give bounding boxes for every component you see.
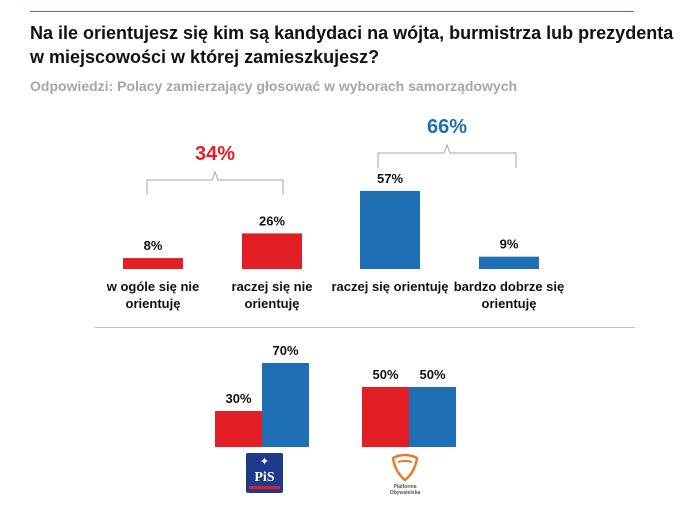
bar-2 [242,233,302,269]
po-logo-line-2: Obywatelska [389,490,421,496]
party-1-bar-1 [215,411,262,447]
bar-4 [479,256,539,269]
po-emblem-icon [391,453,419,482]
platforma-obywatelska-logo: Platforma Obywatelska [385,450,425,498]
category-label-2-line-1: raczej się nie [232,279,313,294]
po-logo-line-1: Platforma [393,484,417,490]
bar-value-label-2: 26% [259,213,285,228]
bar-1 [123,258,183,269]
category-label-1-line-1: w ogóle się nie [106,279,199,294]
pis-logo-text: PiS [254,470,275,485]
party-1-bar-1-label: 30% [225,391,251,406]
bar-value-label-4: 9% [500,237,519,252]
category-label-4-line-2: orientuję [482,296,537,311]
party-2-bar-1 [362,387,409,447]
group-total-label-1: 34% [195,143,235,165]
category-label-4-line-1: bardzo dobrze się [454,279,565,294]
bar-3 [360,190,420,269]
category-label-2-line-2: orientuję [245,296,300,311]
party-2-bar-1-label: 50% [372,367,398,382]
chart-subtitle: Odpowiedzi: Polacy zamierzający głosować… [30,78,518,94]
chart-title: Na ile orientujesz się kim są kandydaci … [30,23,674,67]
group-total-label-2: 66% [427,116,467,138]
pis-party-logo: ✦ PiS [246,453,283,493]
pis-stripe [249,486,280,489]
eagle-icon: ✦ [259,456,270,468]
category-label-3-line-1: raczej się orientuję [331,279,448,294]
bar-value-label-1: 8% [144,238,163,253]
party-2-bar-2 [409,387,456,447]
party-1-bar-2-label: 70% [272,343,298,358]
category-label-1-line-2: orientuję [126,296,181,311]
group-bracket-2 [377,143,517,168]
group-bracket-1 [146,170,284,195]
party-2-bar-2-label: 50% [419,367,445,382]
top-divider [30,11,634,12]
po-logo-text: Platforma Obywatelska [385,484,425,496]
party-1-bar-2 [262,363,309,447]
section-divider [95,327,635,328]
bar-value-label-3: 57% [377,171,403,186]
